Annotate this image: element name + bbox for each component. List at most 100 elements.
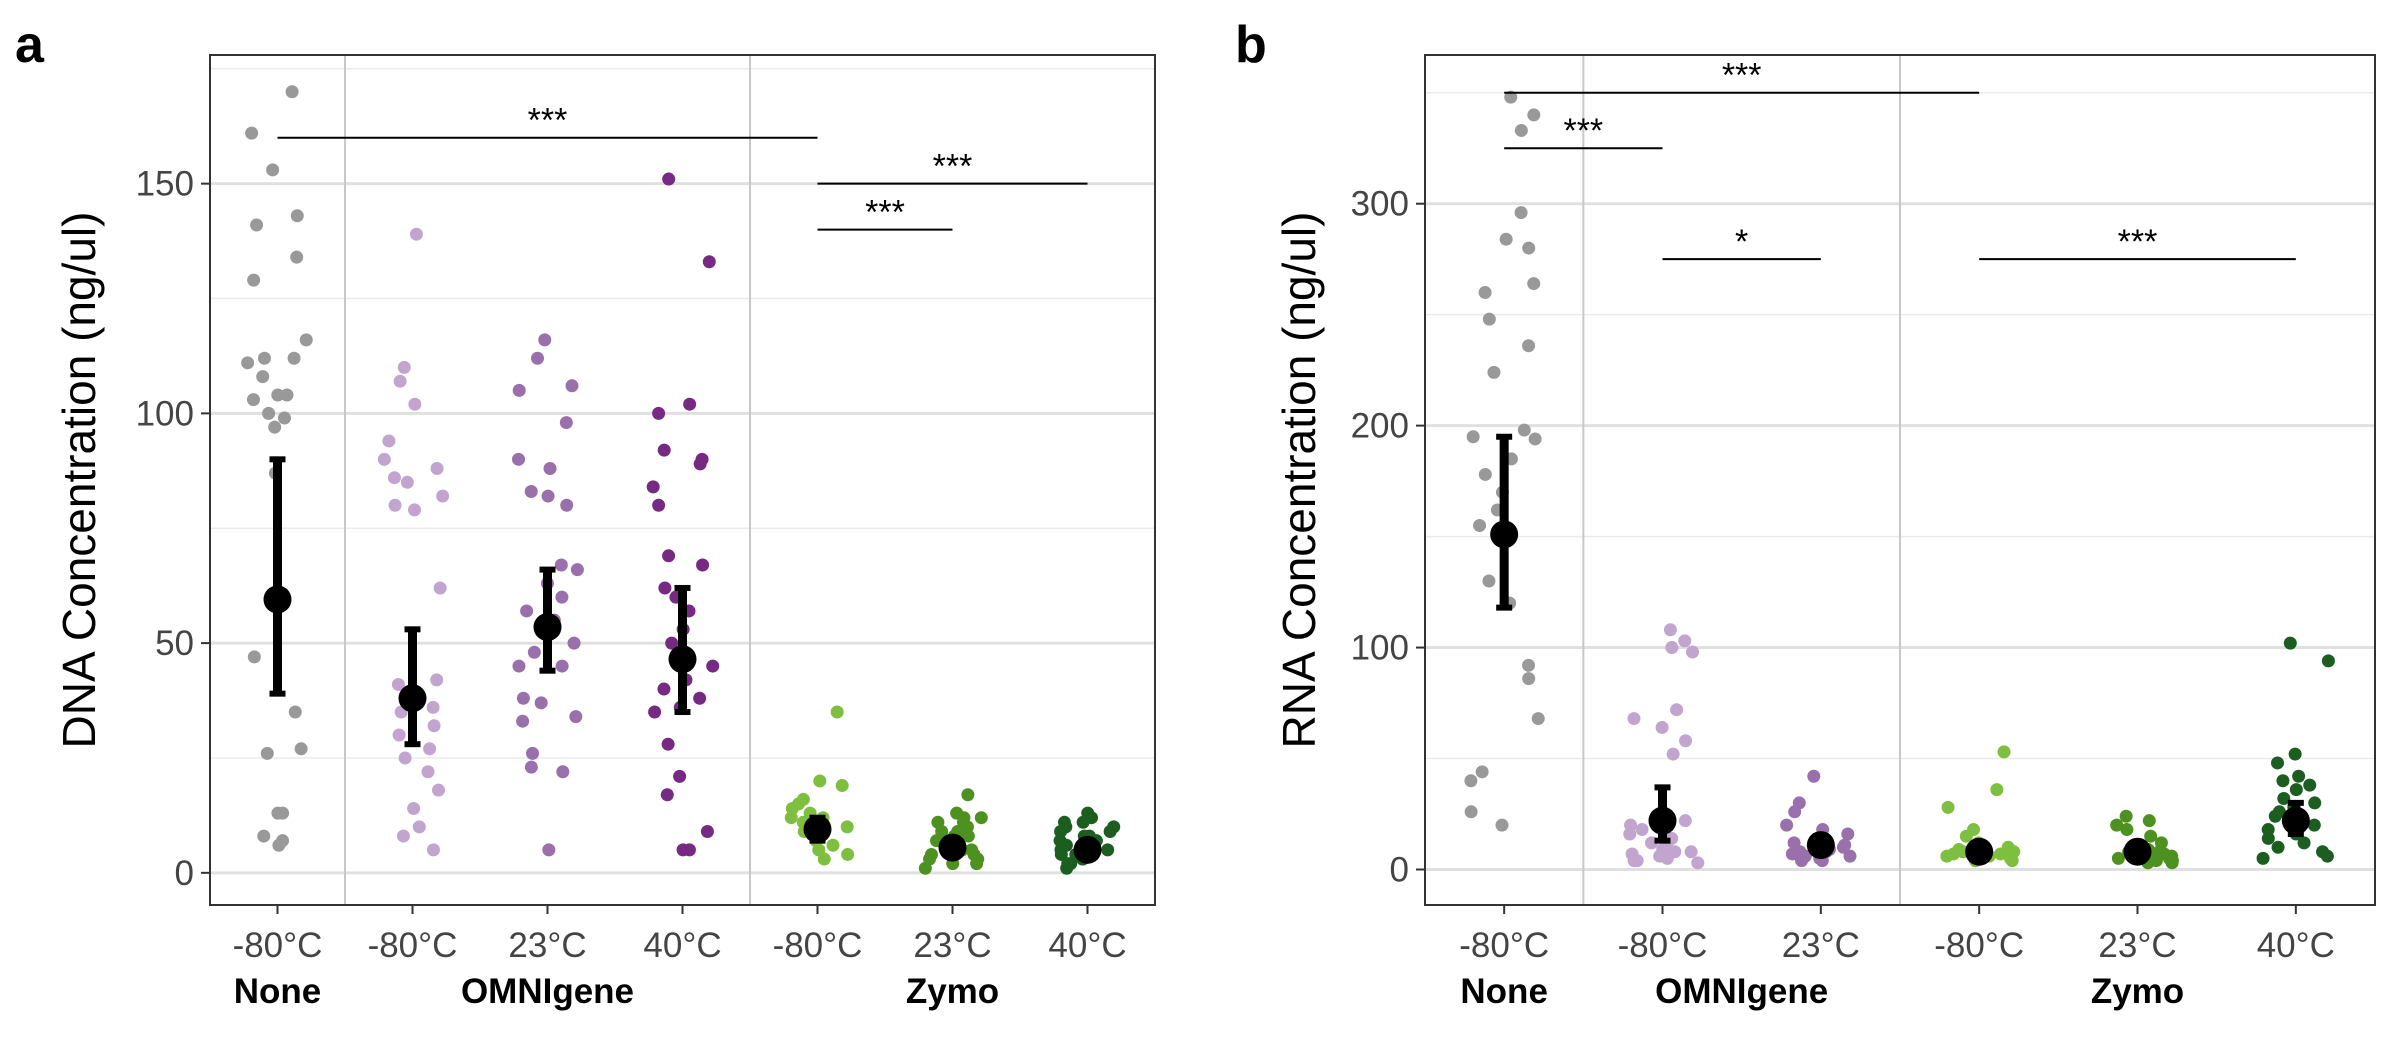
data-point xyxy=(1531,712,1545,726)
y-axis-label: RNA Concentration (ng/ul) xyxy=(1273,212,1325,749)
group-label: None xyxy=(234,972,322,1011)
data-point xyxy=(693,457,707,471)
data-point xyxy=(1054,847,1068,861)
data-point xyxy=(1843,849,1857,863)
data-point xyxy=(1997,745,2011,759)
data-point xyxy=(830,705,844,719)
group-label: Zymo xyxy=(906,972,999,1011)
data-point xyxy=(2289,783,2303,797)
data-point xyxy=(516,714,530,728)
data-point xyxy=(1788,805,1802,819)
data-point xyxy=(841,847,855,861)
data-point xyxy=(693,691,707,705)
data-point xyxy=(662,172,676,186)
data-point xyxy=(272,838,286,852)
data-point xyxy=(2119,809,2133,823)
data-point xyxy=(567,636,581,650)
data-point xyxy=(1060,861,1074,875)
data-point xyxy=(648,705,662,719)
data-point xyxy=(1666,747,1680,761)
mean-point xyxy=(263,585,292,614)
data-point xyxy=(2288,747,2302,761)
data-point xyxy=(1527,108,1541,122)
data-point xyxy=(2144,829,2158,843)
x-tick-label: 23°C xyxy=(508,926,586,965)
data-point xyxy=(377,452,391,466)
data-point xyxy=(392,728,406,742)
x-tick-label: 23°C xyxy=(2098,926,2176,965)
y-tick-label: 50 xyxy=(155,624,194,663)
data-point xyxy=(706,659,720,673)
data-point xyxy=(665,636,679,650)
data-point xyxy=(1994,847,2008,861)
data-point xyxy=(560,498,574,512)
data-point xyxy=(676,843,690,857)
data-point xyxy=(257,829,271,843)
data-point xyxy=(1678,634,1692,648)
data-point xyxy=(534,696,548,710)
data-point xyxy=(527,645,541,659)
data-point xyxy=(1103,824,1117,838)
data-point xyxy=(565,379,579,393)
data-point xyxy=(1076,815,1090,829)
data-point xyxy=(570,563,584,577)
data-point xyxy=(1841,827,1855,841)
data-point xyxy=(2142,814,2156,828)
data-point xyxy=(1464,805,1478,819)
data-point xyxy=(541,489,555,503)
data-point xyxy=(407,802,421,816)
data-point xyxy=(657,682,671,696)
data-point xyxy=(408,503,422,517)
data-point xyxy=(512,659,526,673)
data-point xyxy=(2120,823,2134,837)
data-point xyxy=(387,471,401,485)
data-point xyxy=(784,811,798,825)
data-point xyxy=(696,558,710,572)
data-point xyxy=(421,765,435,779)
significance-label: *** xyxy=(2118,223,2158,261)
data-point xyxy=(1684,845,1698,859)
data-point xyxy=(660,788,674,802)
data-point xyxy=(2303,778,2317,792)
data-point xyxy=(1665,641,1679,655)
data-point xyxy=(1514,123,1528,137)
group-label: Zymo xyxy=(2091,972,2184,1011)
data-point xyxy=(1678,814,1692,828)
data-point xyxy=(250,218,264,232)
data-point xyxy=(1795,854,1809,868)
data-point xyxy=(423,742,437,756)
data-point xyxy=(835,779,849,793)
data-point xyxy=(1522,672,1536,686)
data-point xyxy=(299,333,313,347)
data-point xyxy=(652,406,666,420)
x-tick-label: -80°C xyxy=(1934,926,2024,965)
data-point xyxy=(555,590,569,604)
data-point xyxy=(569,710,583,724)
data-point xyxy=(817,852,831,866)
data-point xyxy=(245,126,259,140)
data-point xyxy=(1780,818,1794,832)
y-tick-label: 100 xyxy=(1351,629,1409,668)
significance-label: *** xyxy=(1722,57,1762,95)
data-point xyxy=(391,677,405,691)
data-point xyxy=(512,452,526,466)
data-point xyxy=(288,705,302,719)
data-point xyxy=(520,604,534,618)
panel-letter-a: a xyxy=(15,16,45,74)
data-point xyxy=(961,829,975,843)
mean-point xyxy=(938,833,967,862)
data-point xyxy=(400,475,414,489)
data-point xyxy=(2271,756,2285,770)
data-point xyxy=(1635,823,1649,837)
data-point xyxy=(1623,827,1637,841)
data-point xyxy=(673,769,687,783)
data-point xyxy=(2283,636,2297,650)
data-point xyxy=(646,480,660,494)
data-point xyxy=(266,163,280,177)
data-point xyxy=(1522,241,1536,255)
data-point xyxy=(1663,623,1677,637)
data-point xyxy=(1499,232,1513,246)
data-point xyxy=(1679,734,1693,748)
data-point xyxy=(524,760,538,774)
mean-point xyxy=(1073,835,1102,864)
